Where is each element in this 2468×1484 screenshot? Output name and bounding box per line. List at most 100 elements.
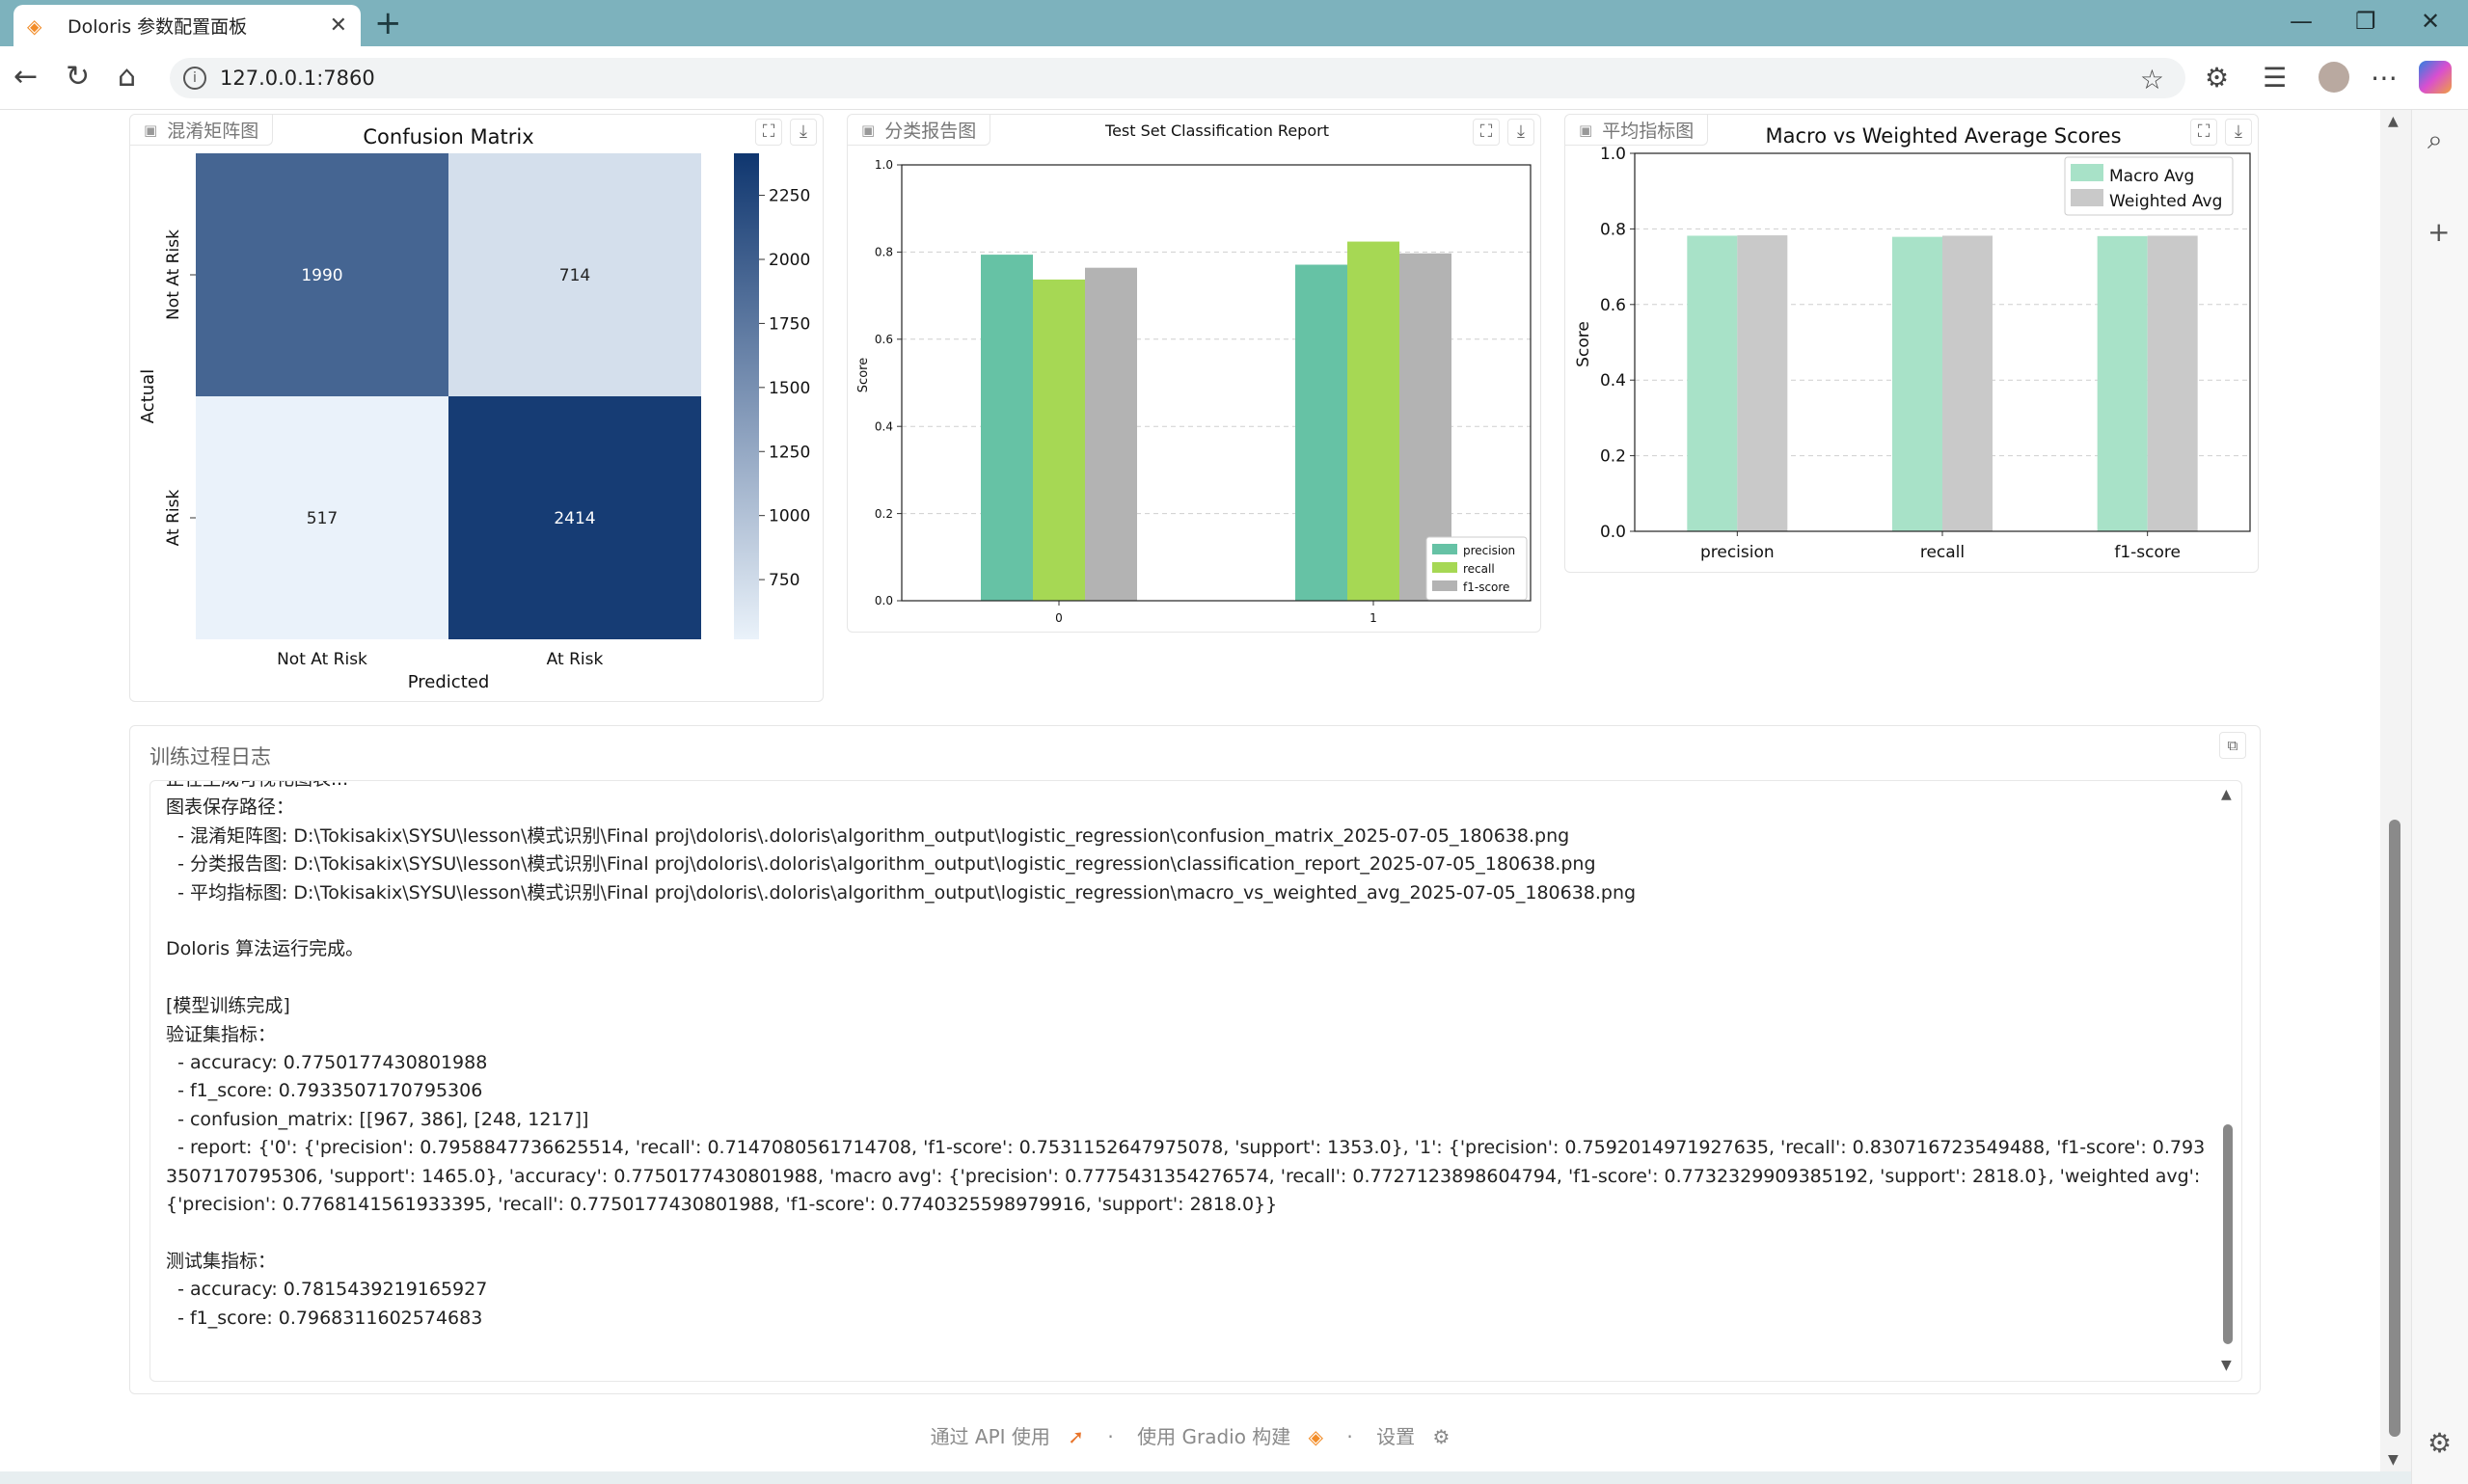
legend-label: precision — [1463, 544, 1515, 557]
cm-title: Confusion Matrix — [363, 125, 533, 148]
tab-close-icon[interactable]: ✕ — [329, 13, 347, 38]
fullscreen-icon[interactable]: ⛶ — [755, 119, 782, 146]
cm-colorbar-tick-label: 1500 — [769, 379, 810, 398]
browser-tab[interactable]: ◈ Doloris 参数配置面板 ✕ — [14, 5, 361, 46]
cm-cell — [196, 153, 448, 396]
profile-avatar[interactable] — [2319, 62, 2349, 93]
log-scroll-thumb[interactable] — [2223, 1124, 2233, 1344]
gradio-link-text: 使用 Gradio 构建 — [1137, 1425, 1291, 1448]
bar-weighted-avg — [1737, 235, 1788, 531]
y-tick-label: 0.4 — [1600, 371, 1626, 391]
log-line: - f1_score: 0.7933507170795306 — [166, 1080, 483, 1102]
api-link-text: 通过 API 使用 — [930, 1425, 1050, 1448]
legend-label: f1-score — [1463, 580, 1509, 594]
browser-sidebar: ⌕ + ⚙ — [2411, 110, 2468, 1484]
y-tick-label: 0.8 — [875, 246, 893, 259]
copy-icon[interactable]: ⧉ — [2219, 732, 2246, 759]
y-tick-label: 0.0 — [875, 594, 893, 607]
log-scrollbar[interactable]: ▲ ▼ — [2216, 781, 2241, 1381]
page-scroll-thumb[interactable] — [2389, 820, 2400, 1437]
add-sidebar-icon[interactable]: + — [2427, 216, 2451, 248]
extensions-icon[interactable]: ⚙ — [2205, 62, 2230, 94]
scroll-down-icon[interactable]: ▼ — [2388, 1452, 2399, 1468]
y-tick-label: 0.0 — [1600, 523, 1626, 542]
log-scroll-down-icon[interactable]: ▼ — [2221, 1358, 2232, 1373]
legend-box — [2064, 156, 2234, 216]
bar-f1-score — [1085, 267, 1137, 601]
panel-label: ▣ 混淆矩阵图 — [130, 115, 274, 146]
home-icon[interactable]: ⌂ — [118, 60, 137, 94]
browser-toolbar: ← ↻ ⌂ i 127.0.0.1:7860 ☆ ⚙ ☰ ⋯ — [0, 46, 2468, 110]
log-scroll-up-icon[interactable]: ▲ — [2221, 787, 2232, 802]
cm-cell-value: 1990 — [301, 266, 342, 285]
legend-swatch — [2071, 164, 2103, 181]
cr-title: Test Set Classification Report — [1104, 121, 1329, 140]
panel-tools: ⛶ ⤓ — [755, 119, 817, 146]
back-icon[interactable]: ← — [14, 60, 39, 94]
api-link[interactable]: 通过 API 使用 ➚ — [925, 1425, 1090, 1448]
x-tick-label: recall — [1920, 543, 1965, 562]
legend-swatch — [2071, 189, 2103, 206]
restore-icon[interactable]: ❐ — [2355, 8, 2376, 35]
cm-cell — [448, 396, 701, 639]
new-tab-button[interactable]: + — [374, 4, 402, 42]
cm-colorbar — [734, 153, 759, 639]
plot-frame — [901, 164, 1532, 602]
address-bar[interactable]: i 127.0.0.1:7860 ☆ — [170, 58, 2185, 98]
cm-colorbar-tick-label: 2000 — [769, 251, 810, 270]
download-icon[interactable]: ⤓ — [2225, 119, 2252, 146]
log-text: 正在生成可视化图表... 图表保存路径： - 混淆矩阵图: D:\Tokisaki… — [166, 781, 2210, 1333]
cm-colorbar-tick-label: 2250 — [769, 187, 810, 206]
log-line: - 分类报告图: D:\Tokisakix\SYSU\lesson\模式识别\F… — [166, 853, 1596, 876]
copilot-icon[interactable] — [2419, 61, 2452, 94]
fullscreen-icon[interactable]: ⛶ — [2190, 119, 2217, 146]
y-tick-label: 0.2 — [1600, 447, 1626, 467]
log-line: 验证集指标： — [166, 1023, 277, 1045]
bar-weighted-avg — [1942, 235, 1993, 531]
favorites-icon[interactable]: ☰ — [2263, 62, 2288, 94]
cm-ylabel: Actual — [138, 369, 158, 423]
footer-dot: · — [1107, 1425, 1114, 1448]
page-scrollbar[interactable]: ▲ ▼ — [2380, 110, 2411, 1471]
average-scores-chart: Macro vs Weighted Average Scores Score 0… — [1574, 124, 2251, 562]
gradio-link[interactable]: 使用 Gradio 构建 ◈ — [1131, 1425, 1329, 1448]
search-icon[interactable]: ⌕ — [2427, 123, 2443, 155]
x-tick-label: 0 — [1055, 611, 1063, 625]
x-tick-label: f1-score — [2114, 543, 2181, 562]
fullscreen-icon[interactable]: ⛶ — [1473, 119, 1500, 146]
gradio-favicon-icon: ◈ — [27, 13, 42, 38]
log-line: - 混淆矩阵图: D:\Tokisakix\SYSU\lesson\模式识别\F… — [166, 824, 1570, 847]
more-menu-icon[interactable]: ⋯ — [2371, 62, 2398, 94]
settings-link-text: 设置 — [1376, 1425, 1416, 1448]
sidebar-settings-icon[interactable]: ⚙ — [2427, 1427, 2453, 1459]
cm-cell-value: 517 — [307, 509, 338, 528]
scroll-up-icon[interactable]: ▲ — [2388, 114, 2399, 129]
log-line: - confusion_matrix: [[967, 386], [248, 1… — [166, 1108, 589, 1130]
cm-colorbar-tick-label: 1750 — [769, 314, 810, 334]
settings-link[interactable]: 设置 ⚙ — [1370, 1425, 1455, 1448]
download-icon[interactable]: ⤓ — [790, 119, 817, 146]
bar-recall — [1347, 241, 1399, 601]
download-icon[interactable]: ⤓ — [1507, 119, 1534, 146]
log-line: - accuracy: 0.7815439219165927 — [166, 1279, 488, 1301]
avg-title: Macro vs Weighted Average Scores — [1765, 124, 2121, 148]
confusion-matrix-chart: Confusion Matrix Predicted Actual 1990 71… — [138, 125, 810, 692]
cm-cell-value: 2414 — [554, 509, 595, 528]
reload-icon[interactable]: ↻ — [66, 60, 91, 94]
close-window-icon[interactable]: ✕ — [2421, 8, 2441, 35]
legend-label: Weighted Avg — [2109, 192, 2222, 211]
plot-frame — [1634, 152, 2251, 532]
minimize-icon[interactable]: — — [2290, 8, 2313, 35]
legend-swatch — [1432, 580, 1457, 591]
log-line: - accuracy: 0.7750177430801988 — [166, 1052, 488, 1074]
favorite-star-icon[interactable]: ☆ — [2139, 64, 2164, 95]
x-tick-label: 1 — [1370, 611, 1377, 625]
site-info-icon[interactable]: i — [183, 67, 206, 90]
training-log-textbox[interactable]: 正在生成可视化图表... 图表保存路径： - 混淆矩阵图: D:\Tokisaki… — [149, 780, 2242, 1382]
cm-y-tick-label: Not At Risk — [164, 229, 183, 320]
confusion-matrix-panel: ▣ 混淆矩阵图 ⛶ ⤓ Confusion Matrix Predicted Ac… — [129, 114, 824, 702]
bar-macro-avg — [2097, 235, 2148, 531]
legend-swatch — [1432, 544, 1457, 554]
settings-gear-icon: ⚙ — [1432, 1425, 1451, 1448]
bar-recall — [1033, 279, 1085, 601]
